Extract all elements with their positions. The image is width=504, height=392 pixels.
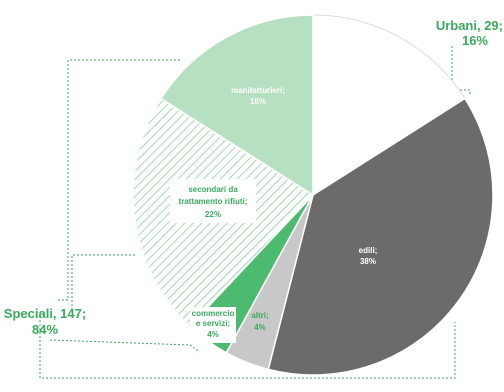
label-altri: altri; 4%	[251, 311, 268, 332]
leader-line-speciali-top	[58, 59, 180, 301]
label-altri-name: altri;	[251, 311, 268, 320]
label-box-commercio-bg	[190, 307, 236, 343]
label-commercio-value: 4%	[207, 330, 219, 339]
group-label-speciali: Speciali, 147; 84%	[4, 306, 86, 337]
group-label-urbani: Urbani, 29; 16%	[436, 18, 503, 48]
group-label-speciali-line2: 84%	[32, 322, 58, 337]
label-edili: edili; 38%	[359, 246, 378, 266]
group-label-speciali-line1: Speciali, 147;	[4, 306, 86, 321]
label-box-commercio: commercio e servizi; 4%	[190, 307, 236, 343]
label-manifatturieri-value: 16%	[250, 97, 266, 106]
label-manifatturieri: manifatturieri; 16%	[231, 86, 285, 106]
group-label-urbani-line2: 16%	[462, 33, 488, 48]
label-altri-value: 4%	[254, 323, 266, 332]
label-commercio-line2: e servizi;	[196, 319, 230, 328]
pie-slice-edili	[267, 97, 494, 376]
leader-line-speciali-mid	[71, 254, 135, 310]
pie-slice-urbani	[312, 14, 466, 196]
leader-lines	[39, 46, 471, 379]
group-label-urbani-line1: Urbani, 29;	[436, 18, 503, 33]
label-box-secondari: secondari da trattamento rifiuti; 22%	[170, 179, 256, 223]
label-manifatturieri-name: manifatturieri;	[231, 86, 285, 95]
leader-line-speciali-bottom	[49, 339, 201, 353]
label-commercio-line1: commercio	[192, 309, 235, 318]
label-edili-value: 38%	[360, 257, 376, 266]
label-box-secondari-bg	[170, 179, 256, 223]
label-edili-name: edili;	[359, 246, 378, 255]
leader-line-base	[39, 312, 456, 379]
label-secondari-value: 22%	[205, 210, 221, 219]
leader-line-urbani	[451, 46, 471, 96]
label-secondari-line2: trattamento rifiuti;	[179, 197, 248, 206]
pie-slice-manifatturieri	[159, 14, 314, 197]
label-secondari-line1: secondari da	[188, 185, 238, 194]
